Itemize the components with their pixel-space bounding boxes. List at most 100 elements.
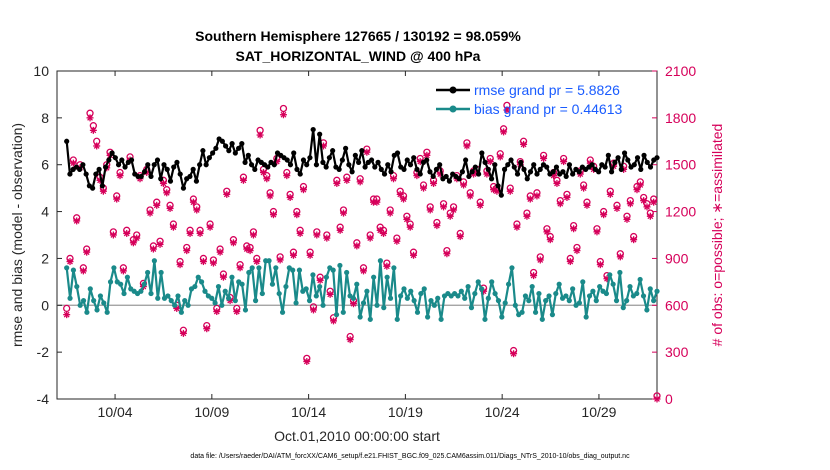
bias-point (381, 305, 387, 311)
obs-assimilated-point (73, 217, 81, 225)
obs-assimilated-point (406, 223, 414, 231)
obs-assimilated-point (600, 211, 608, 219)
bias-point (242, 307, 249, 313)
rmse-point (265, 164, 271, 170)
rmse-point (537, 166, 543, 172)
asterisk-stroke (230, 239, 237, 246)
rmse-point (235, 145, 242, 151)
asterisk-stroke (243, 246, 250, 252)
obs-assimilated-point (450, 206, 458, 214)
asterisk-stroke (173, 305, 180, 312)
asterisk-stroke (150, 246, 157, 252)
asterisk-stroke (647, 213, 654, 220)
asterisk-stroke (110, 232, 117, 238)
obs-assimilated-point (129, 239, 137, 247)
rmse-point (229, 141, 235, 147)
obs-assimilated-point (420, 184, 428, 192)
bias-point (462, 295, 468, 301)
rmse-point (641, 152, 647, 158)
asterisk-stroke (63, 311, 70, 318)
obs-assimilated-point (446, 212, 454, 220)
asterisk-stroke (557, 200, 564, 207)
rmse-point (161, 162, 167, 168)
y-right-tick-label: 2100 (665, 63, 696, 79)
asterisk-stroke (223, 191, 230, 198)
bias-point (377, 258, 383, 264)
asterisk-stroke (227, 297, 234, 304)
obs-assimilated-point (526, 195, 534, 203)
rmse-point (93, 171, 99, 177)
obs-assimilated-point (313, 231, 321, 239)
rmse-point (336, 166, 342, 172)
bias-point (404, 295, 410, 301)
bias-point (586, 293, 593, 299)
asterisk-stroke (100, 188, 107, 195)
obs-assimilated-point (283, 172, 291, 180)
asterisk-stroke (323, 235, 330, 242)
legend: rmse grand pr = 5.8826 bias grand pr = 0… (436, 82, 622, 117)
asterisk-stroke (477, 202, 484, 209)
rmse-point (355, 159, 362, 165)
asterisk-stroke (377, 227, 384, 234)
bias-point (597, 283, 603, 290)
obs-assimilated-point (63, 311, 71, 319)
bias-point (610, 281, 616, 287)
asterisk-stroke (440, 203, 447, 210)
asterisk-stroke (383, 263, 390, 270)
asterisk-stroke (650, 199, 657, 206)
bias-point (384, 274, 390, 280)
asterisk-stroke (290, 252, 297, 259)
asterisk-stroke (73, 218, 80, 224)
asterisk-stroke (353, 243, 360, 249)
asterisk-stroke (213, 308, 220, 315)
bias-point (246, 269, 252, 276)
rmse-point (414, 166, 420, 172)
rmse-point (417, 171, 423, 177)
obs-assimilated-point (83, 248, 91, 256)
rmse-point (560, 169, 566, 175)
rmse-point (459, 169, 465, 175)
bias-point (94, 307, 100, 313)
asterisk-stroke (510, 350, 517, 357)
obs-assimilated-point (339, 209, 347, 217)
bias-point (553, 290, 559, 297)
rmse-point (404, 157, 410, 163)
asterisk-stroke (120, 268, 127, 274)
asterisk-stroke (330, 317, 337, 324)
rmse-point (570, 171, 576, 177)
bias-point (121, 290, 127, 297)
rmse-point (145, 162, 151, 168)
rmse-point (323, 164, 329, 170)
asterisk-stroke (310, 307, 317, 313)
bias-point (647, 286, 653, 292)
obs-assimilated-point (229, 239, 237, 247)
data-file-footnote: data file: /Users/raeder/DAI/ATM_forcXX/… (190, 453, 630, 460)
bias-point (549, 312, 556, 318)
asterisk-stroke (87, 114, 93, 121)
rmse-point (187, 173, 193, 180)
rmse-point (479, 150, 485, 156)
rmse-point (177, 171, 183, 177)
obs-assimilated-point (296, 229, 304, 237)
asterisk-stroke (177, 261, 183, 268)
asterisk-stroke (357, 178, 364, 185)
asterisk-stroke (270, 211, 277, 218)
bias-point (222, 288, 228, 294)
obs-assimilated-point (199, 258, 207, 266)
bias-point (290, 267, 296, 273)
asterisk-stroke (504, 107, 510, 113)
bias-point (87, 286, 93, 292)
bias-point (472, 290, 478, 297)
rmse-point (174, 159, 180, 165)
asterisk-stroke (530, 272, 537, 279)
legend-bias-label: bias grand pr = 0.44613 (474, 101, 622, 117)
rmse-point (615, 155, 621, 161)
rmse-point (505, 162, 511, 168)
rmse-point (553, 164, 560, 170)
bias-point (249, 265, 255, 271)
asterisk-stroke (130, 239, 137, 246)
bias-point (590, 288, 596, 294)
asterisk-stroke (644, 203, 650, 210)
asterisk-stroke (280, 111, 287, 118)
asterisk-stroke (433, 222, 440, 229)
